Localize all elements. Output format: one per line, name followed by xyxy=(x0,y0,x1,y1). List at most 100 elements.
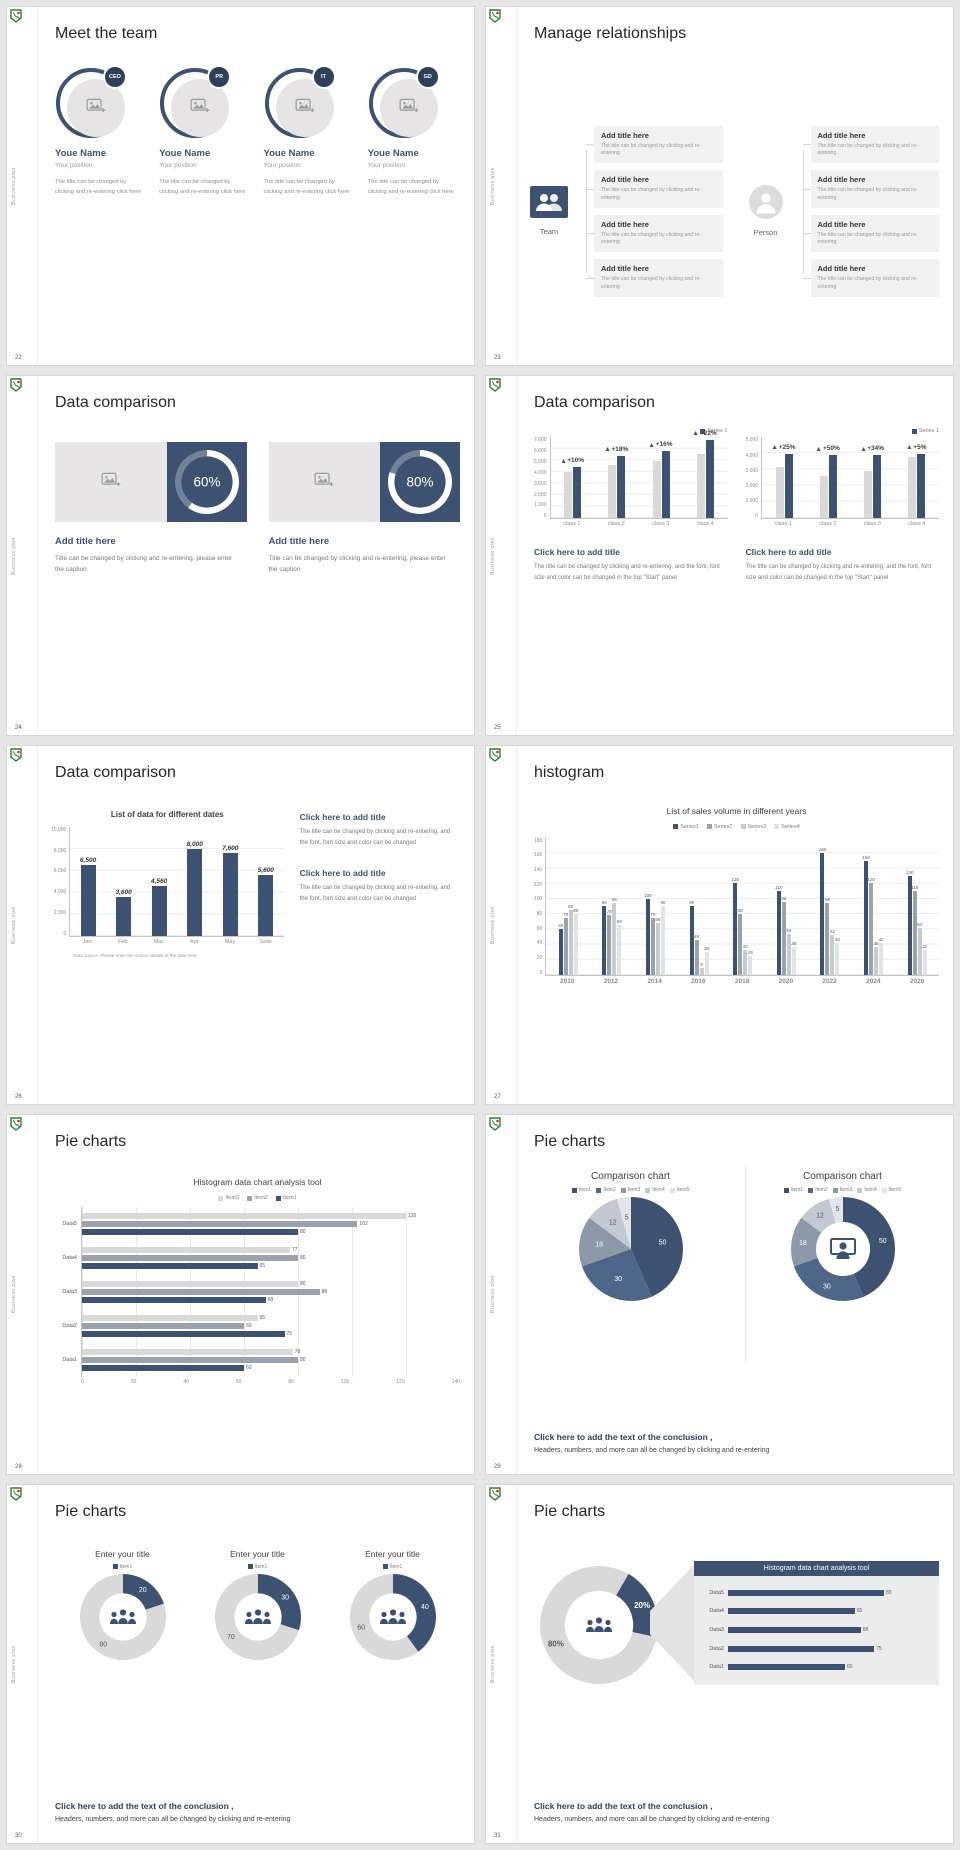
bar: 65 xyxy=(617,919,622,975)
slide-24[interactable]: Business plan Data comparison 60% Add ti… xyxy=(6,375,475,736)
bar xyxy=(82,1263,258,1270)
category-label: May xyxy=(224,938,236,945)
category-label: class 3 xyxy=(863,521,881,528)
info-card[interactable]: Add title here The title can be changed … xyxy=(802,259,939,297)
bar-value-label: 110 xyxy=(911,885,919,891)
bar: 110 xyxy=(911,885,918,975)
legend-label: Item2 xyxy=(815,1187,828,1194)
up-arrow-icon xyxy=(907,445,912,450)
legend-item: Item1 xyxy=(112,1564,132,1570)
brand-logo-icon xyxy=(10,748,22,762)
bar: 95 xyxy=(825,897,830,975)
pie-slice xyxy=(793,1258,864,1302)
bar-group: 60 xyxy=(728,1658,923,1677)
y-tick: 5,000 xyxy=(745,437,759,444)
y-tick: 180 xyxy=(534,837,543,844)
image-placeholder-icon xyxy=(314,471,334,493)
bar xyxy=(564,472,573,519)
legend-label: Item4 xyxy=(652,1187,665,1194)
bar-line: 80 xyxy=(728,1589,923,1596)
slice-label: 60 xyxy=(357,1624,365,1631)
bar-value-label: 85 xyxy=(568,904,574,910)
role-badge: CEO xyxy=(103,65,127,89)
block-desc: The title can be changed by clicking and… xyxy=(299,885,451,903)
slide-28[interactable]: Business plan Pie charts Histogram data … xyxy=(6,1114,475,1475)
slice-label: 50 xyxy=(878,1238,886,1245)
member-desc: The title can be changed by clicking and… xyxy=(367,179,454,196)
bar-line: 65 xyxy=(82,1315,460,1322)
bar-chart: 5,000 4,000 3,000 2,000 1,000 0 +25% +50% +34% +5… xyxy=(745,437,939,531)
bar-line: 80 xyxy=(82,1281,460,1288)
category-label: 2018 xyxy=(734,977,750,985)
sidebar-divider xyxy=(37,1484,38,1843)
bar-group: 78 80 60 xyxy=(82,1343,460,1377)
bar xyxy=(705,439,714,519)
slide-title: Data comparison xyxy=(534,394,655,412)
legend-item: Item3 xyxy=(832,1187,852,1193)
member-desc: The title can be changed by clicking and… xyxy=(55,179,142,196)
slide-content: Series 1 7,000 6,000 5,000 4,000 3,000 2,000 1… xyxy=(534,428,939,722)
brand-logo-icon xyxy=(489,1117,501,1132)
slide-title: Pie charts xyxy=(55,1502,127,1520)
card-title: Add title here xyxy=(601,219,649,229)
role-badge: IT xyxy=(311,65,336,89)
slide-25[interactable]: Business plan Data comparison Series 1 7… xyxy=(485,375,954,736)
bar: 52 xyxy=(830,929,835,975)
sidebar-divider xyxy=(37,1115,38,1474)
info-card[interactable]: Add title here The title can be changed … xyxy=(802,170,939,208)
sidebar-label: Business plan xyxy=(11,906,17,944)
bar-group: 75 xyxy=(728,1639,923,1658)
legend-label: Series1 xyxy=(680,823,699,830)
info-card[interactable]: Add title here The title can be changed … xyxy=(802,125,939,164)
bar xyxy=(82,1229,298,1236)
category-label: Data4 xyxy=(709,1608,724,1615)
legend-marker xyxy=(783,1187,789,1193)
sidebar-divider xyxy=(37,376,38,735)
y-tick: 20 xyxy=(536,955,543,962)
x-tick: 140 xyxy=(451,1379,460,1386)
delta-label: +10% xyxy=(561,457,584,464)
bar-value-label: 95 xyxy=(611,896,617,902)
y-tick: 40 xyxy=(536,940,543,947)
info-card[interactable]: Add title here The title can be changed … xyxy=(586,259,723,297)
y-tick: 7,000 xyxy=(534,437,547,444)
bar-value-label: 80 xyxy=(573,907,579,913)
bar: 46 xyxy=(694,934,699,975)
slide-27[interactable]: Business plan histogram List of sales vo… xyxy=(485,744,954,1106)
category-label: Data1 xyxy=(62,1357,77,1364)
bar-group: +22% xyxy=(683,430,727,519)
info-card[interactable]: Add title here The title can be changed … xyxy=(586,125,723,164)
info-card[interactable]: Add title here The title can be changed … xyxy=(586,214,723,253)
slide-31[interactable]: Business plan Pie charts 20% 80% Histogra… xyxy=(485,1483,954,1844)
panel-heading: Add title here xyxy=(55,536,116,548)
pie-chart-svg: 30 70 xyxy=(214,1573,301,1660)
bar-value-label: 60 xyxy=(558,923,564,929)
slide-23[interactable]: Business plan Manage relationships Team … xyxy=(485,6,954,367)
slide-22[interactable]: Business plan Meet the team CEO Youe Nam… xyxy=(6,6,475,367)
bar-value-label: 25 xyxy=(747,949,753,955)
bar-value-label: 90 xyxy=(689,900,695,906)
conclusion-desc: Headers, numbers, and more can all be ch… xyxy=(534,1815,770,1823)
bar xyxy=(82,1221,358,1228)
bar-chart: 10,000 8,000 6,000 4,000 2,000 0 6,500 3,600 4,5… xyxy=(51,826,284,949)
chart-legend: Item1 Item2 Item3 Item4 Item5 xyxy=(534,1187,727,1193)
category-label: 2026 xyxy=(909,977,925,985)
conclusion-title: Click here to add the text of the conclu… xyxy=(534,1431,713,1442)
bar: 120 xyxy=(867,877,875,975)
info-card[interactable]: Add title here The title can be changed … xyxy=(802,214,939,253)
bar: 80 xyxy=(738,908,743,975)
bar-value-label: 78 xyxy=(294,1349,301,1356)
slide-26[interactable]: Business plan Data comparison List of da… xyxy=(6,744,475,1106)
bar-group: 5,600 xyxy=(248,827,284,936)
pie-slice xyxy=(630,1197,683,1297)
bar-value-label: 75 xyxy=(563,911,569,917)
chart-title: Enter your title xyxy=(230,1548,285,1559)
chart-legend: Item3 Item2 Item1 xyxy=(55,1195,460,1201)
info-card[interactable]: Add title here The title can be changed … xyxy=(586,170,723,208)
slide-30[interactable]: Business plan Pie charts Enter your titl… xyxy=(6,1483,475,1844)
bar xyxy=(661,451,670,519)
bar xyxy=(82,1289,320,1296)
bar-value-label: 78 xyxy=(606,909,612,915)
delta-text: +34% xyxy=(867,445,885,453)
slide-29[interactable]: Business plan Pie charts Comparison char… xyxy=(485,1114,954,1475)
